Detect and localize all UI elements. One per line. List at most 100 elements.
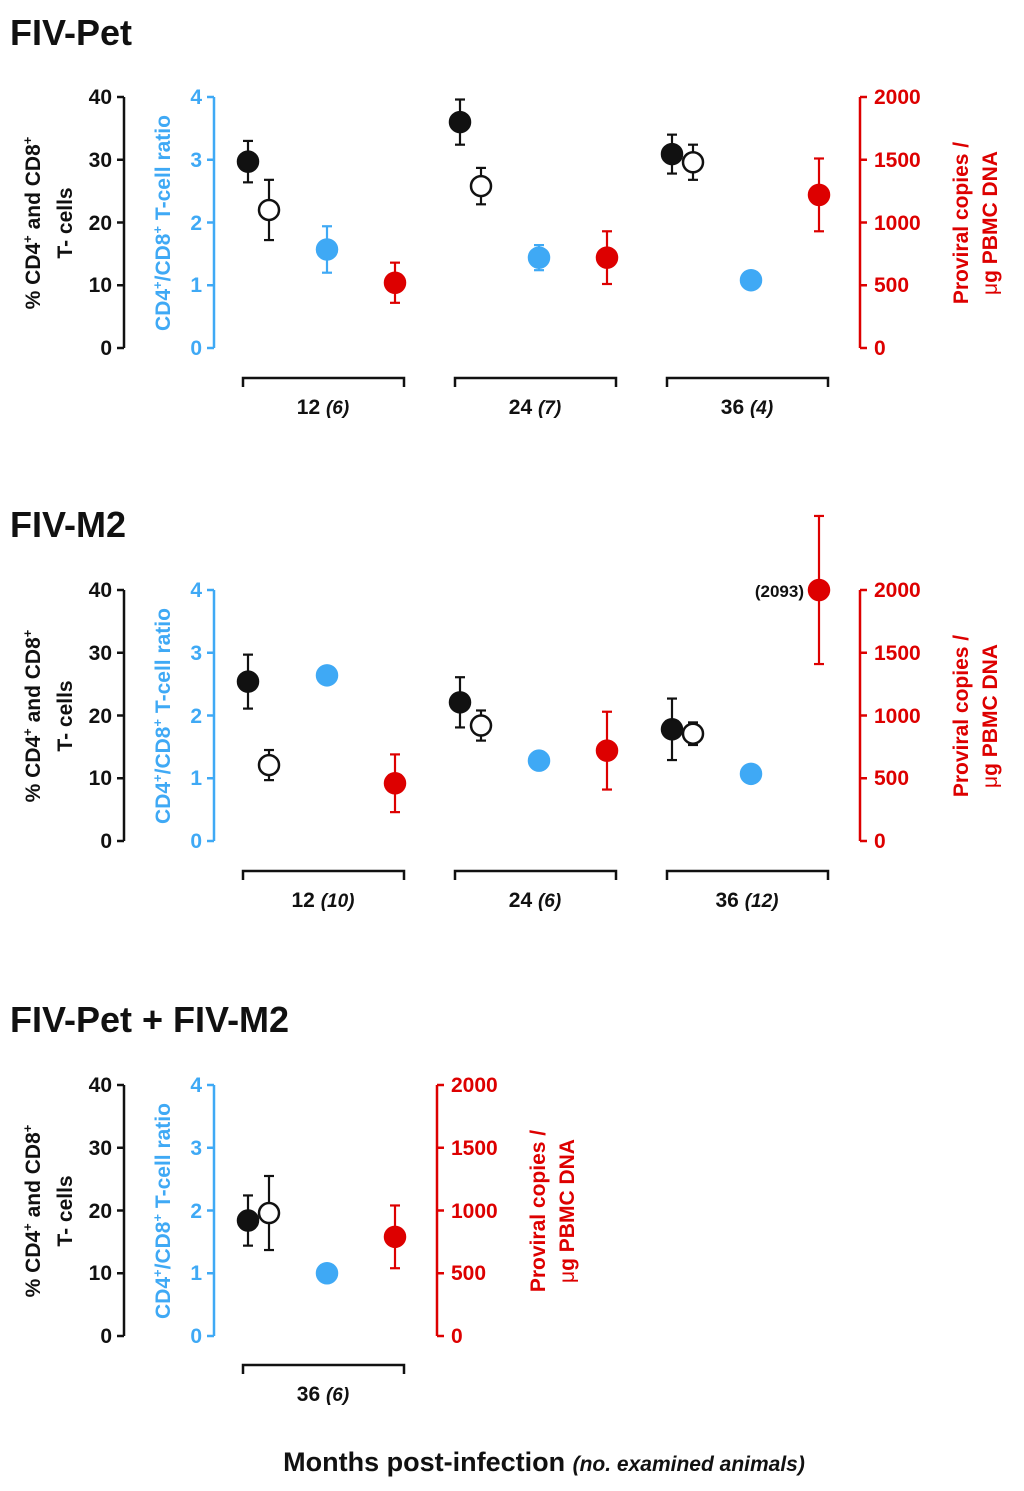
proviral-point — [807, 578, 831, 602]
group-brackets — [241, 376, 830, 387]
ratio-point — [527, 246, 551, 269]
ratio-tick-label: 3 — [190, 149, 202, 172]
percent-axis — [117, 95, 126, 350]
proviral-tick-label: 0 — [874, 337, 886, 360]
percent-tick-label: 10 — [89, 767, 112, 790]
proviral-tick-label: 2000 — [874, 86, 921, 109]
proviral-point — [807, 183, 831, 207]
proviral-tick-label: 500 — [451, 1262, 486, 1285]
percent-tick-label: 40 — [89, 579, 112, 602]
percent-tick-label: 20 — [89, 705, 112, 728]
ratio-tick-label: 3 — [190, 642, 202, 665]
group-label: 24 (6) — [509, 889, 561, 912]
cd4-point — [236, 670, 260, 693]
ratio-point — [315, 664, 339, 687]
proviral-axis — [858, 95, 867, 350]
cd8-point — [469, 714, 493, 737]
cd8-point — [681, 151, 705, 174]
percent-tick-label: 0 — [100, 1325, 112, 1348]
proviral-point — [595, 246, 619, 269]
ratio-axis — [207, 588, 216, 843]
panel-fiv-pet-m2: FIV-Pet + FIV-M2 % CD4+ and CD8+ T- cell… — [10, 999, 579, 1406]
percent-ticks: 0 10 20 30 40 — [89, 86, 112, 360]
proviral-axis — [435, 1083, 444, 1338]
proviral-ticks: 0 500 1000 1500 2000 — [874, 579, 921, 853]
cd8-point — [681, 722, 705, 745]
proviral-point — [595, 739, 619, 762]
proviral-tick-label: 1500 — [451, 1137, 498, 1160]
percent-axis-label-line2: T- cells — [54, 187, 77, 258]
percent-axis — [117, 588, 126, 843]
group-label: 24 (7) — [509, 396, 561, 419]
cd4-point — [448, 691, 472, 714]
percent-axis-label-line1: % CD4+ and CD8+ — [20, 1124, 45, 1297]
proviral-tick-label: 500 — [874, 274, 909, 297]
ratio-tick-label: 2 — [190, 212, 202, 235]
group-label: 36 (4) — [721, 396, 773, 419]
data-marks — [236, 1174, 407, 1285]
ratio-point — [315, 238, 339, 261]
ratio-tick-label: 3 — [190, 1137, 202, 1160]
percent-tick-label: 40 — [89, 86, 112, 109]
cd4-point — [236, 150, 260, 173]
x-axis-title: Months post-infection (no. examined anim… — [283, 1447, 805, 1477]
cd4-point — [236, 1209, 260, 1232]
percent-tick-label: 30 — [89, 1137, 112, 1160]
panel-fiv-pet: FIV-Pet % CD4+ and CD8+ T- cells CD4+/CD… — [10, 12, 1002, 419]
ratio-axis-label: CD4+/CD8+ T-cell ratio — [150, 115, 175, 331]
proviral-ticks: 0 500 1000 1500 2000 — [451, 1074, 498, 1348]
ratio-tick-label: 4 — [190, 1074, 202, 1097]
panel-title: FIV-M2 — [10, 504, 126, 545]
proviral-axis-label-line1: Proviral copies / — [527, 1130, 550, 1292]
group-labels: 12 (10) 24 (6) 36 (12) — [292, 889, 779, 912]
proviral-axis-label-line2: μg PBMC DNA — [979, 151, 1002, 295]
proviral-tick-label: 1000 — [874, 212, 921, 235]
ratio-tick-label: 0 — [190, 1325, 202, 1348]
ratio-axis — [207, 95, 216, 350]
panel-title: FIV-Pet + FIV-M2 — [10, 999, 289, 1040]
percent-tick-label: 20 — [89, 1200, 112, 1223]
proviral-axis-label-line1: Proviral copies / — [950, 142, 973, 304]
ratio-ticks: 0 1 2 3 4 — [190, 86, 202, 360]
cd4-point — [448, 110, 472, 134]
proviral-tick-label: 1500 — [874, 642, 921, 665]
cd8-point — [257, 1201, 281, 1225]
ratio-point — [527, 749, 551, 772]
proviral-tick-label: 1500 — [874, 149, 921, 172]
group-label: 12 (6) — [297, 396, 349, 419]
ratio-axis — [207, 1083, 216, 1338]
percent-axis-label-line2: T- cells — [54, 1175, 77, 1246]
percent-tick-label: 10 — [89, 274, 112, 297]
ratio-ticks: 0 1 2 3 4 — [190, 579, 202, 853]
panel-fiv-m2: FIV-M2 % CD4+ and CD8+ T- cells CD4+/CD8… — [10, 504, 1002, 912]
percent-axis-label-line2: T- cells — [54, 680, 77, 751]
proviral-ticks: 0 500 1000 1500 2000 — [874, 86, 921, 360]
percent-ticks: 0 10 20 30 40 — [89, 1074, 112, 1348]
ratio-tick-label: 4 — [190, 579, 202, 602]
percent-tick-label: 10 — [89, 1262, 112, 1285]
ratio-axis-label: CD4+/CD8+ T-cell ratio — [150, 1103, 175, 1319]
ratio-point — [315, 1262, 339, 1285]
cd4-point — [660, 142, 684, 166]
ratio-tick-label: 1 — [190, 274, 202, 297]
ratio-axis-label: CD4+/CD8+ T-cell ratio — [150, 608, 175, 824]
group-label: 36 (12) — [716, 889, 779, 912]
percent-tick-label: 0 — [100, 337, 112, 360]
group-label: 12 (10) — [292, 889, 355, 912]
percent-tick-label: 30 — [89, 642, 112, 665]
data-marks — [236, 514, 831, 814]
percent-tick-label: 0 — [100, 830, 112, 853]
ratio-tick-label: 2 — [190, 705, 202, 728]
ratio-tick-label: 4 — [190, 86, 202, 109]
proviral-axis-label-line1: Proviral copies / — [950, 635, 973, 797]
ratio-tick-label: 2 — [190, 1200, 202, 1223]
group-label: 36 (6) — [297, 1383, 349, 1406]
proviral-axis — [858, 588, 867, 843]
proviral-tick-label: 1000 — [451, 1200, 498, 1223]
outlier-annotation: (2093) — [755, 582, 804, 601]
cd8-point — [469, 174, 493, 198]
percent-axis-label-line1: % CD4+ and CD8+ — [20, 629, 45, 802]
proviral-point — [383, 1225, 407, 1249]
percent-axis-label-line1: % CD4+ and CD8+ — [20, 136, 45, 309]
proviral-tick-label: 500 — [874, 767, 909, 790]
